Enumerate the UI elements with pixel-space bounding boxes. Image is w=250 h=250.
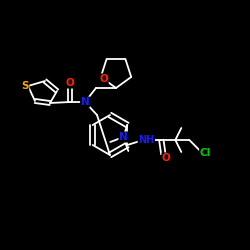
Text: NH: NH [138, 135, 154, 145]
Text: Cl: Cl [200, 148, 211, 158]
Text: S: S [21, 81, 29, 91]
Text: O: O [100, 74, 108, 84]
Text: N: N [119, 132, 128, 142]
Text: N: N [80, 97, 90, 107]
Text: O: O [162, 153, 171, 163]
Text: O: O [66, 78, 74, 88]
